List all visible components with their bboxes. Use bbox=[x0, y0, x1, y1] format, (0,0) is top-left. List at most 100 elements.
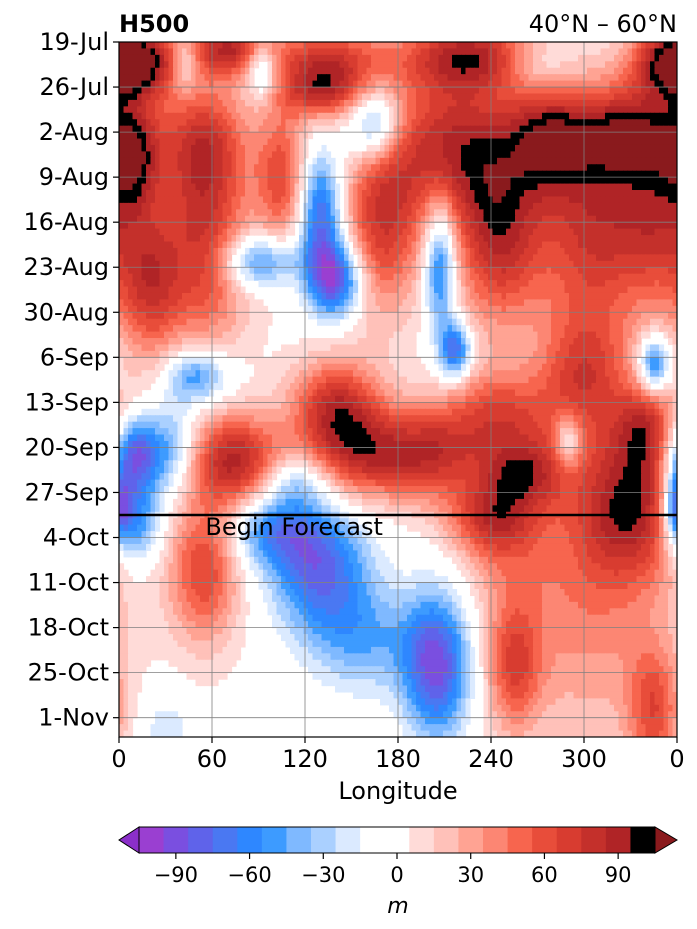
heatmap-cell bbox=[578, 132, 584, 140]
heatmap-cell bbox=[209, 254, 215, 262]
heatmap-cell bbox=[461, 164, 467, 172]
heatmap-cell bbox=[200, 67, 206, 75]
heatmap-cell bbox=[209, 151, 215, 159]
heatmap-cell bbox=[263, 241, 269, 249]
heatmap-cell bbox=[587, 48, 593, 56]
heatmap-cell bbox=[564, 48, 570, 56]
heatmap-cell bbox=[672, 241, 677, 249]
heatmap-cell bbox=[128, 247, 134, 255]
heatmap-cell bbox=[285, 254, 291, 262]
heatmap-cell bbox=[150, 61, 156, 69]
heatmap-cell bbox=[245, 93, 251, 101]
heatmap-cell bbox=[137, 222, 143, 230]
heatmap-cell bbox=[267, 112, 273, 120]
heatmap-cell bbox=[195, 74, 201, 82]
heatmap-cell bbox=[155, 280, 161, 288]
heatmap-cell bbox=[501, 299, 507, 307]
heatmap-cell bbox=[429, 138, 435, 146]
heatmap-cell bbox=[281, 61, 287, 69]
heatmap-cell bbox=[326, 87, 332, 95]
heatmap-cell bbox=[245, 67, 251, 75]
heatmap-cell bbox=[573, 241, 579, 249]
heatmap-cell bbox=[488, 132, 494, 140]
heatmap-cell bbox=[465, 54, 471, 62]
heatmap-cell bbox=[308, 183, 314, 191]
heatmap-cell bbox=[398, 80, 404, 88]
heatmap-cell bbox=[650, 67, 656, 75]
heatmap-cell bbox=[542, 93, 548, 101]
heatmap-cell bbox=[650, 112, 656, 120]
heatmap-cell bbox=[249, 48, 255, 56]
heatmap-cell bbox=[542, 183, 548, 191]
heatmap-cell bbox=[150, 299, 156, 307]
heatmap-cell bbox=[416, 222, 422, 230]
heatmap-cell bbox=[119, 61, 125, 69]
heatmap-cell bbox=[650, 177, 656, 185]
heatmap-cell bbox=[227, 61, 233, 69]
heatmap-cell bbox=[614, 196, 620, 204]
heatmap-cell bbox=[321, 67, 327, 75]
heatmap-cell bbox=[528, 247, 534, 255]
heatmap-cell bbox=[492, 299, 498, 307]
heatmap-cell bbox=[258, 299, 264, 307]
heatmap-cell bbox=[510, 196, 516, 204]
heatmap-cell bbox=[146, 87, 152, 95]
heatmap-cell bbox=[132, 61, 138, 69]
heatmap-cell bbox=[501, 48, 507, 56]
heatmap-cell bbox=[488, 247, 494, 255]
heatmap-cell bbox=[236, 106, 242, 114]
heatmap-cell bbox=[353, 42, 359, 50]
heatmap-cell bbox=[227, 177, 233, 185]
heatmap-cell bbox=[537, 235, 543, 243]
heatmap-cell bbox=[150, 164, 156, 172]
heatmap-cell bbox=[393, 48, 399, 56]
heatmap-cell bbox=[123, 202, 129, 210]
heatmap-cell bbox=[497, 292, 503, 301]
heatmap-cell bbox=[524, 222, 530, 230]
heatmap-cell bbox=[578, 67, 584, 75]
heatmap-cell bbox=[443, 61, 449, 69]
heatmap-cell bbox=[272, 222, 278, 230]
heatmap-cell bbox=[470, 48, 476, 56]
heatmap-cell bbox=[542, 260, 548, 268]
heatmap-cell bbox=[425, 54, 431, 62]
heatmap-cell bbox=[483, 260, 489, 268]
heatmap-cell bbox=[474, 144, 480, 153]
heatmap-cell bbox=[137, 125, 143, 133]
heatmap-cell bbox=[519, 61, 525, 69]
heatmap-cell bbox=[555, 87, 561, 95]
heatmap-cell bbox=[398, 61, 404, 69]
heatmap-cell bbox=[209, 267, 215, 275]
heatmap-cell bbox=[636, 202, 642, 210]
heatmap-cell bbox=[330, 292, 336, 301]
heatmap-cell bbox=[434, 190, 440, 198]
heatmap-cell bbox=[654, 209, 660, 217]
heatmap-cell bbox=[213, 144, 219, 153]
heatmap-cell bbox=[461, 196, 467, 204]
heatmap-cell bbox=[231, 286, 237, 294]
heatmap-cell bbox=[357, 202, 363, 210]
heatmap-cell bbox=[596, 74, 602, 82]
heatmap-cell bbox=[294, 157, 300, 165]
heatmap-cell bbox=[668, 280, 674, 288]
heatmap-cell bbox=[128, 99, 134, 107]
heatmap-cell bbox=[240, 215, 246, 223]
heatmap-cell bbox=[380, 273, 386, 281]
heatmap-cell bbox=[407, 183, 413, 191]
heatmap-cell bbox=[641, 80, 647, 88]
heatmap-cell bbox=[344, 241, 350, 249]
heatmap-cell bbox=[375, 235, 381, 243]
heatmap-cell bbox=[398, 177, 404, 185]
heatmap-cell bbox=[506, 74, 512, 82]
heatmap-cell bbox=[281, 48, 287, 56]
heatmap-cell bbox=[200, 80, 206, 88]
heatmap-cell bbox=[218, 138, 224, 146]
heatmap-cell bbox=[483, 67, 489, 75]
heatmap-cell bbox=[236, 299, 242, 307]
heatmap-cell bbox=[366, 235, 372, 243]
heatmap-cell bbox=[573, 222, 579, 230]
heatmap-cell bbox=[560, 54, 566, 62]
heatmap-cell bbox=[191, 125, 197, 133]
heatmap-cell bbox=[402, 170, 408, 178]
heatmap-cell bbox=[348, 196, 354, 204]
